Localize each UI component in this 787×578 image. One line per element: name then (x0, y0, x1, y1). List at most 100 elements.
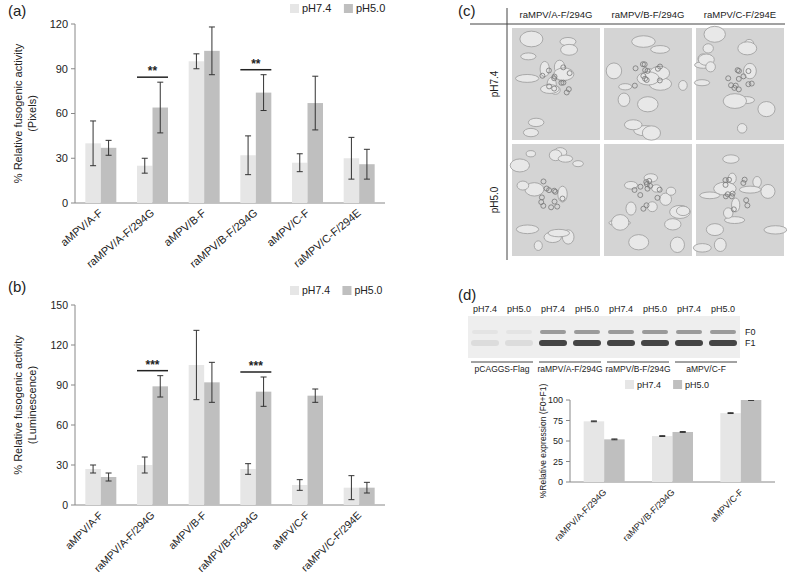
cell (540, 85, 559, 94)
cell (606, 63, 621, 79)
y-tick-label: 0 (62, 197, 68, 209)
nucleus (731, 207, 736, 212)
lane-label: pH5.0 (575, 304, 599, 314)
legend-swatch (344, 4, 353, 13)
cell (534, 241, 542, 251)
cell (652, 185, 661, 192)
nucleus (723, 178, 728, 183)
band-f1 (573, 340, 601, 346)
band-f0 (710, 330, 736, 334)
band-f1 (471, 340, 499, 346)
image-bg (604, 28, 692, 140)
cell (714, 182, 736, 195)
nucleus (552, 86, 557, 91)
band-f0 (676, 330, 702, 334)
y-tick-label: 90 (56, 379, 68, 391)
lane-label: pH5.0 (507, 304, 531, 314)
cell (561, 44, 578, 55)
lane-label: pH7.4 (677, 304, 701, 314)
bar (741, 400, 762, 482)
plot-area (85, 330, 374, 505)
group-line (471, 362, 533, 363)
band-f1 (709, 340, 737, 346)
x-tick-label: aMPV/C-F (708, 487, 745, 524)
cell (670, 205, 691, 218)
cell (520, 31, 543, 47)
cell (637, 72, 659, 85)
bar (720, 413, 741, 482)
legend-swatch (673, 380, 682, 389)
significance: *** (249, 359, 263, 373)
nucleus (547, 84, 552, 89)
x-axis (75, 505, 385, 506)
y-tick-label: 120 (50, 339, 68, 351)
cell (558, 155, 572, 162)
cell (744, 63, 757, 78)
cell (558, 186, 567, 202)
band-f0 (472, 330, 498, 334)
micrograph (694, 26, 784, 140)
significance: ** (148, 64, 158, 78)
group-label: raMPV/B-F/294G (605, 364, 670, 374)
error-bar (364, 482, 370, 493)
x-tick-label: aMPV/A-F (62, 509, 105, 552)
band-f1 (641, 340, 669, 346)
legend-label: pH5.0 (354, 284, 382, 296)
cell (761, 184, 775, 198)
y-tick (566, 482, 570, 483)
band-f0 (506, 330, 532, 334)
cell (619, 84, 632, 90)
bar (189, 61, 205, 203)
significance: *** (145, 358, 159, 372)
y-axis-label: (Luminescence) (26, 366, 38, 444)
nucleus (552, 74, 557, 79)
group-line (539, 362, 601, 363)
x-tick-label: aMPV/C-F (269, 509, 312, 552)
row-label: pH7.4 (489, 70, 500, 97)
nucleus (741, 180, 746, 185)
error-bar (90, 121, 96, 166)
cell (738, 42, 757, 55)
y-tick-label: 100 (548, 395, 563, 405)
bar (308, 396, 324, 505)
bar (584, 421, 605, 482)
y-tick (71, 24, 75, 25)
x-tick-label: aMPV/B-F (166, 509, 209, 552)
divider (507, 8, 508, 260)
cell (624, 120, 642, 130)
nucleus (644, 78, 649, 83)
nucleus (657, 187, 662, 192)
error-bar (193, 54, 199, 69)
plot-area (85, 27, 374, 203)
x-tick-label: raMPV/A-F/294G (553, 487, 609, 543)
micrograph (604, 28, 692, 140)
cell (626, 202, 636, 215)
band-f1 (607, 340, 635, 346)
nucleus (539, 195, 544, 200)
nucleus (642, 62, 647, 67)
x-tick-label: raMPV/A-F/294G (84, 206, 156, 269)
y-tick-label: 90 (56, 63, 68, 75)
legend-swatch (342, 286, 351, 295)
band-f1 (675, 340, 703, 346)
bar (673, 432, 694, 482)
nucleus (741, 74, 746, 79)
nucleus (745, 203, 750, 208)
nucleus (561, 80, 566, 85)
cell (528, 118, 544, 126)
nucleus (638, 193, 643, 198)
band-label: F1 (745, 338, 756, 348)
error-bar (209, 362, 215, 402)
error-bar (680, 431, 686, 433)
y-axis-label: (Pixels) (26, 95, 38, 132)
y-axis-label: % Relative fusogenic activity (12, 43, 24, 183)
cell (523, 128, 538, 136)
x-tick-label: aMPV/C-F (264, 206, 311, 248)
error-bar (297, 480, 303, 491)
y-tick (71, 68, 75, 69)
y-tick (71, 113, 75, 114)
cell (723, 155, 739, 163)
nucleus (552, 188, 557, 193)
micrograph (512, 28, 600, 140)
nucleus (567, 71, 572, 76)
